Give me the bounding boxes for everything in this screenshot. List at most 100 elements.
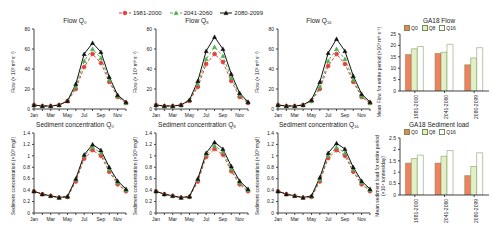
svg-text:2041-2060: 2041-2060 (443, 199, 449, 223)
html-text:Flow Q₀: Flow Q₀ (63, 17, 87, 24)
svg-text:Nov: Nov (113, 216, 122, 222)
svg-text:20: 20 (268, 86, 274, 92)
svg-text:1.2: 1.2 (23, 141, 30, 147)
svg-text:0.4: 0.4 (145, 187, 152, 193)
svg-text:Mar: Mar (290, 216, 299, 222)
svg-text:Jan: Jan (30, 112, 38, 118)
svg-text:Jan: Jan (274, 216, 282, 222)
svg-text:20: 20 (146, 86, 152, 92)
svg-text:Sep: Sep (218, 112, 227, 118)
svg-text:Sep: Sep (96, 112, 105, 118)
svg-text:0: 0 (393, 88, 396, 94)
svg-text:May: May (307, 216, 317, 222)
svg-text:5: 5 (393, 76, 396, 82)
svg-text:0: 0 (27, 210, 30, 216)
svg-text:0.6: 0.6 (23, 175, 30, 181)
svg-text:2: 2 (393, 146, 396, 152)
svg-text:Nov: Nov (235, 216, 244, 222)
svg-text:80: 80 (268, 26, 274, 32)
svg-text:Mar: Mar (290, 112, 299, 118)
svg-text:1.4: 1.4 (23, 130, 30, 136)
svg-text:May: May (63, 216, 73, 222)
svg-text:Jan: Jan (30, 216, 38, 222)
svg-text:2080-2099: 2080-2099 (473, 199, 479, 223)
svg-text:0.6: 0.6 (267, 175, 274, 181)
svg-text:Nov: Nov (357, 112, 366, 118)
svg-text:0.2: 0.2 (267, 198, 274, 204)
svg-text:Nov: Nov (357, 216, 366, 222)
svg-text:Nov: Nov (235, 112, 244, 118)
svg-text:0: 0 (271, 106, 274, 112)
svg-text:1: 1 (393, 169, 396, 175)
svg-text:Mar: Mar (46, 112, 55, 118)
html-text:Mean sediment load for entire: Mean sediment load for entire period (×1… (373, 135, 385, 217)
svg-text:Mar: Mar (46, 216, 55, 222)
svg-text:Sep: Sep (96, 216, 105, 222)
svg-text:0.8: 0.8 (23, 164, 30, 170)
svg-text:Jan: Jan (152, 216, 160, 222)
svg-text:1.4: 1.4 (267, 130, 274, 136)
svg-text:0.2: 0.2 (23, 198, 30, 204)
svg-text:Mar: Mar (168, 216, 177, 222)
svg-text:0.8: 0.8 (145, 164, 152, 170)
svg-text:Jul: Jul (203, 112, 209, 118)
svg-text:1981-2000: 1981-2000 (413, 95, 419, 119)
svg-text:80: 80 (24, 26, 30, 32)
svg-text:1.5: 1.5 (389, 158, 396, 164)
svg-text:May: May (307, 112, 317, 118)
svg-text:1: 1 (271, 153, 274, 159)
svg-text:Jan: Jan (152, 112, 160, 118)
svg-text:80: 80 (146, 26, 152, 32)
svg-text:Jul: Jul (203, 216, 209, 222)
svg-text:1.4: 1.4 (145, 130, 152, 136)
svg-text:0: 0 (149, 106, 152, 112)
svg-text:Mar: Mar (168, 112, 177, 118)
svg-text:1981-2000: 1981-2000 (413, 199, 419, 223)
svg-text:60: 60 (268, 46, 274, 52)
svg-text:1: 1 (149, 153, 152, 159)
svg-text:Nov: Nov (113, 112, 122, 118)
svg-text:May: May (185, 216, 195, 222)
svg-text:0.4: 0.4 (23, 187, 30, 193)
svg-text:0.2: 0.2 (145, 198, 152, 204)
svg-text:15: 15 (390, 54, 396, 60)
svg-text:10: 10 (390, 65, 396, 71)
svg-text:40: 40 (268, 66, 274, 72)
svg-text:May: May (63, 112, 73, 118)
svg-text:Jul: Jul (325, 112, 331, 118)
svg-text:20: 20 (24, 86, 30, 92)
html-text:Flow (× 10³ m³ s⁻¹): Flow (× 10³ m³ s⁻¹) (10, 51, 17, 93)
svg-text:Jul: Jul (81, 112, 87, 118)
html-text:2041-2060: 2041-2060 (183, 9, 213, 16)
svg-text:20: 20 (390, 42, 396, 48)
svg-text:Sep: Sep (218, 216, 227, 222)
svg-text:1: 1 (27, 153, 30, 159)
svg-text:May: May (185, 112, 195, 118)
svg-text:0: 0 (27, 106, 30, 112)
svg-text:0: 0 (393, 192, 396, 198)
svg-text:Sep: Sep (340, 216, 349, 222)
svg-text:60: 60 (24, 46, 30, 52)
html-text:2080-2099: 2080-2099 (234, 9, 263, 16)
svg-text:0: 0 (271, 210, 274, 216)
svg-text:Sep: Sep (340, 112, 349, 118)
svg-text:1.2: 1.2 (145, 141, 152, 147)
svg-text:2.5: 2.5 (389, 135, 396, 141)
svg-text:40: 40 (146, 66, 152, 72)
html-text:Flow Q₈: Flow Q₈ (185, 17, 209, 24)
svg-text:0.6: 0.6 (145, 175, 152, 181)
svg-text:60: 60 (146, 46, 152, 52)
svg-text:25: 25 (390, 31, 396, 37)
svg-text:0: 0 (149, 210, 152, 216)
svg-text:Jul: Jul (325, 216, 331, 222)
svg-text:0.4: 0.4 (267, 187, 274, 193)
svg-text:2041-2060: 2041-2060 (443, 95, 449, 119)
svg-text:Jan: Jan (274, 112, 282, 118)
svg-text:0.5: 0.5 (389, 180, 396, 186)
svg-text:0.8: 0.8 (267, 164, 274, 170)
svg-text:2080-2099: 2080-2099 (473, 95, 479, 119)
svg-text:1.2: 1.2 (267, 141, 274, 147)
svg-text:40: 40 (24, 66, 30, 72)
html-text:1981-2000: 1981-2000 (132, 9, 162, 16)
svg-text:Jul: Jul (81, 216, 87, 222)
